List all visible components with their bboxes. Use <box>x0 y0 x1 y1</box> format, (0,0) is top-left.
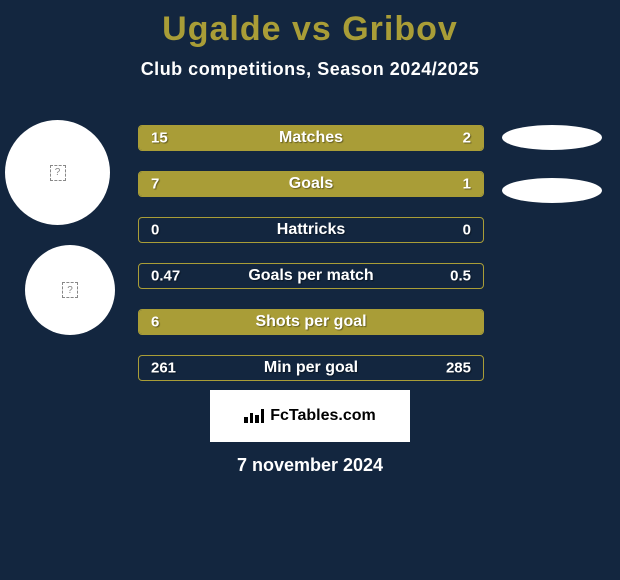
stat-label: Min per goal <box>264 359 358 377</box>
stat-row: 261 285 Min per goal <box>138 355 484 381</box>
subtitle: Club competitions, Season 2024/2025 <box>0 59 620 80</box>
bar-left <box>139 172 414 196</box>
stat-label: Shots per goal <box>255 313 366 331</box>
stat-label: Goals per match <box>248 267 373 285</box>
page-title: Ugalde vs Gribov <box>0 0 620 49</box>
player-ellipse-2 <box>502 178 602 203</box>
value-left: 15 <box>151 130 168 147</box>
value-right: 285 <box>446 360 471 377</box>
value-left: 0 <box>151 222 159 239</box>
bar-right <box>407 126 483 150</box>
stat-row: 0.47 0.5 Goals per match <box>138 263 484 289</box>
stat-label: Matches <box>279 129 343 147</box>
value-left: 7 <box>151 176 159 193</box>
value-left: 0.47 <box>151 268 180 285</box>
broken-image-icon: ? <box>62 282 78 298</box>
player-photo-1: ? <box>5 120 110 225</box>
stat-row: 6 Shots per goal <box>138 309 484 335</box>
chart-icon <box>244 409 264 423</box>
value-left: 261 <box>151 360 176 377</box>
stat-row: 15 2 Matches <box>138 125 484 151</box>
player-photo-2: ? <box>25 245 115 335</box>
value-right: 0 <box>463 222 471 239</box>
broken-image-icon: ? <box>50 165 66 181</box>
brand-badge[interactable]: FcTables.com <box>210 390 410 442</box>
bar-left <box>139 126 407 150</box>
player-ellipse-1 <box>502 125 602 150</box>
stat-row: 0 0 Hattricks <box>138 217 484 243</box>
stat-label: Goals <box>289 175 333 193</box>
date-label: 7 november 2024 <box>237 455 383 476</box>
value-right: 2 <box>463 130 471 147</box>
player-photos-left: ? ? <box>0 120 115 335</box>
brand-label: FcTables.com <box>270 407 376 425</box>
bar-right <box>414 172 483 196</box>
stats-comparison: 15 2 Matches 7 1 Goals 0 0 Hattricks 0.47 0.5 Goals… <box>138 125 484 401</box>
value-right: 0.5 <box>450 268 471 285</box>
stat-label: Hattricks <box>277 221 345 239</box>
value-right: 1 <box>463 176 471 193</box>
stat-row: 7 1 Goals <box>138 171 484 197</box>
value-left: 6 <box>151 314 159 331</box>
player-photos-right <box>502 125 602 231</box>
